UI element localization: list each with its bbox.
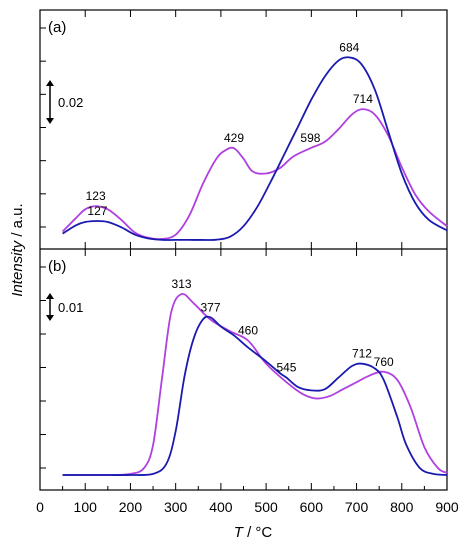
panel-label: (a) bbox=[48, 19, 66, 36]
peak-label: 598 bbox=[300, 131, 320, 145]
plot-border bbox=[39, 9, 448, 491]
y-axis-label: Intensity / a.u. bbox=[9, 203, 26, 296]
scale-arrow-down-icon bbox=[46, 118, 54, 124]
x-tick-label: 300 bbox=[164, 499, 188, 515]
peak-label: 460 bbox=[238, 323, 258, 337]
peak-label: 712 bbox=[352, 347, 372, 361]
peak-label: 714 bbox=[353, 92, 373, 106]
series-line-blue bbox=[62, 56, 448, 241]
scale-bar: 0.02 bbox=[46, 80, 83, 124]
peak-label: 377 bbox=[200, 300, 220, 314]
series-line-purple bbox=[62, 292, 448, 476]
scale-arrow-up-icon bbox=[46, 293, 54, 299]
series-line-blue bbox=[62, 315, 448, 476]
scale-arrow-down-icon bbox=[46, 315, 54, 321]
peak-label: 313 bbox=[172, 277, 192, 291]
series-line-purple bbox=[61, 108, 448, 240]
x-tick-label: 400 bbox=[209, 499, 233, 515]
peak-label: 684 bbox=[339, 40, 359, 54]
peak-label: 429 bbox=[224, 131, 244, 145]
x-tick-label: 200 bbox=[119, 499, 143, 515]
peak-label: 545 bbox=[276, 361, 296, 375]
panel-label: (b) bbox=[48, 258, 66, 275]
x-tick-label: 900 bbox=[435, 499, 459, 515]
x-tick-label: 100 bbox=[74, 499, 98, 515]
peak-label: 760 bbox=[374, 355, 394, 369]
scale-bar-label: 0.01 bbox=[58, 300, 83, 315]
x-axis-label: T / °C bbox=[234, 524, 273, 541]
x-axis: 0 100 200 300 400 500 600 700 800 900 bbox=[36, 10, 459, 515]
scale-bar: 0.01 bbox=[46, 293, 83, 321]
peak-label: 127 bbox=[87, 204, 107, 218]
x-tick-label: 500 bbox=[254, 499, 278, 515]
x-tick-label: 700 bbox=[345, 499, 369, 515]
x-tick-label: 800 bbox=[390, 499, 414, 515]
peak-label: 123 bbox=[86, 189, 106, 203]
scale-arrow-up-icon bbox=[46, 80, 54, 86]
x-tick-label: 600 bbox=[300, 499, 324, 515]
scale-bar-label: 0.02 bbox=[58, 95, 83, 110]
x-tick-label: 0 bbox=[36, 499, 44, 515]
plot-frame bbox=[39, 9, 448, 491]
